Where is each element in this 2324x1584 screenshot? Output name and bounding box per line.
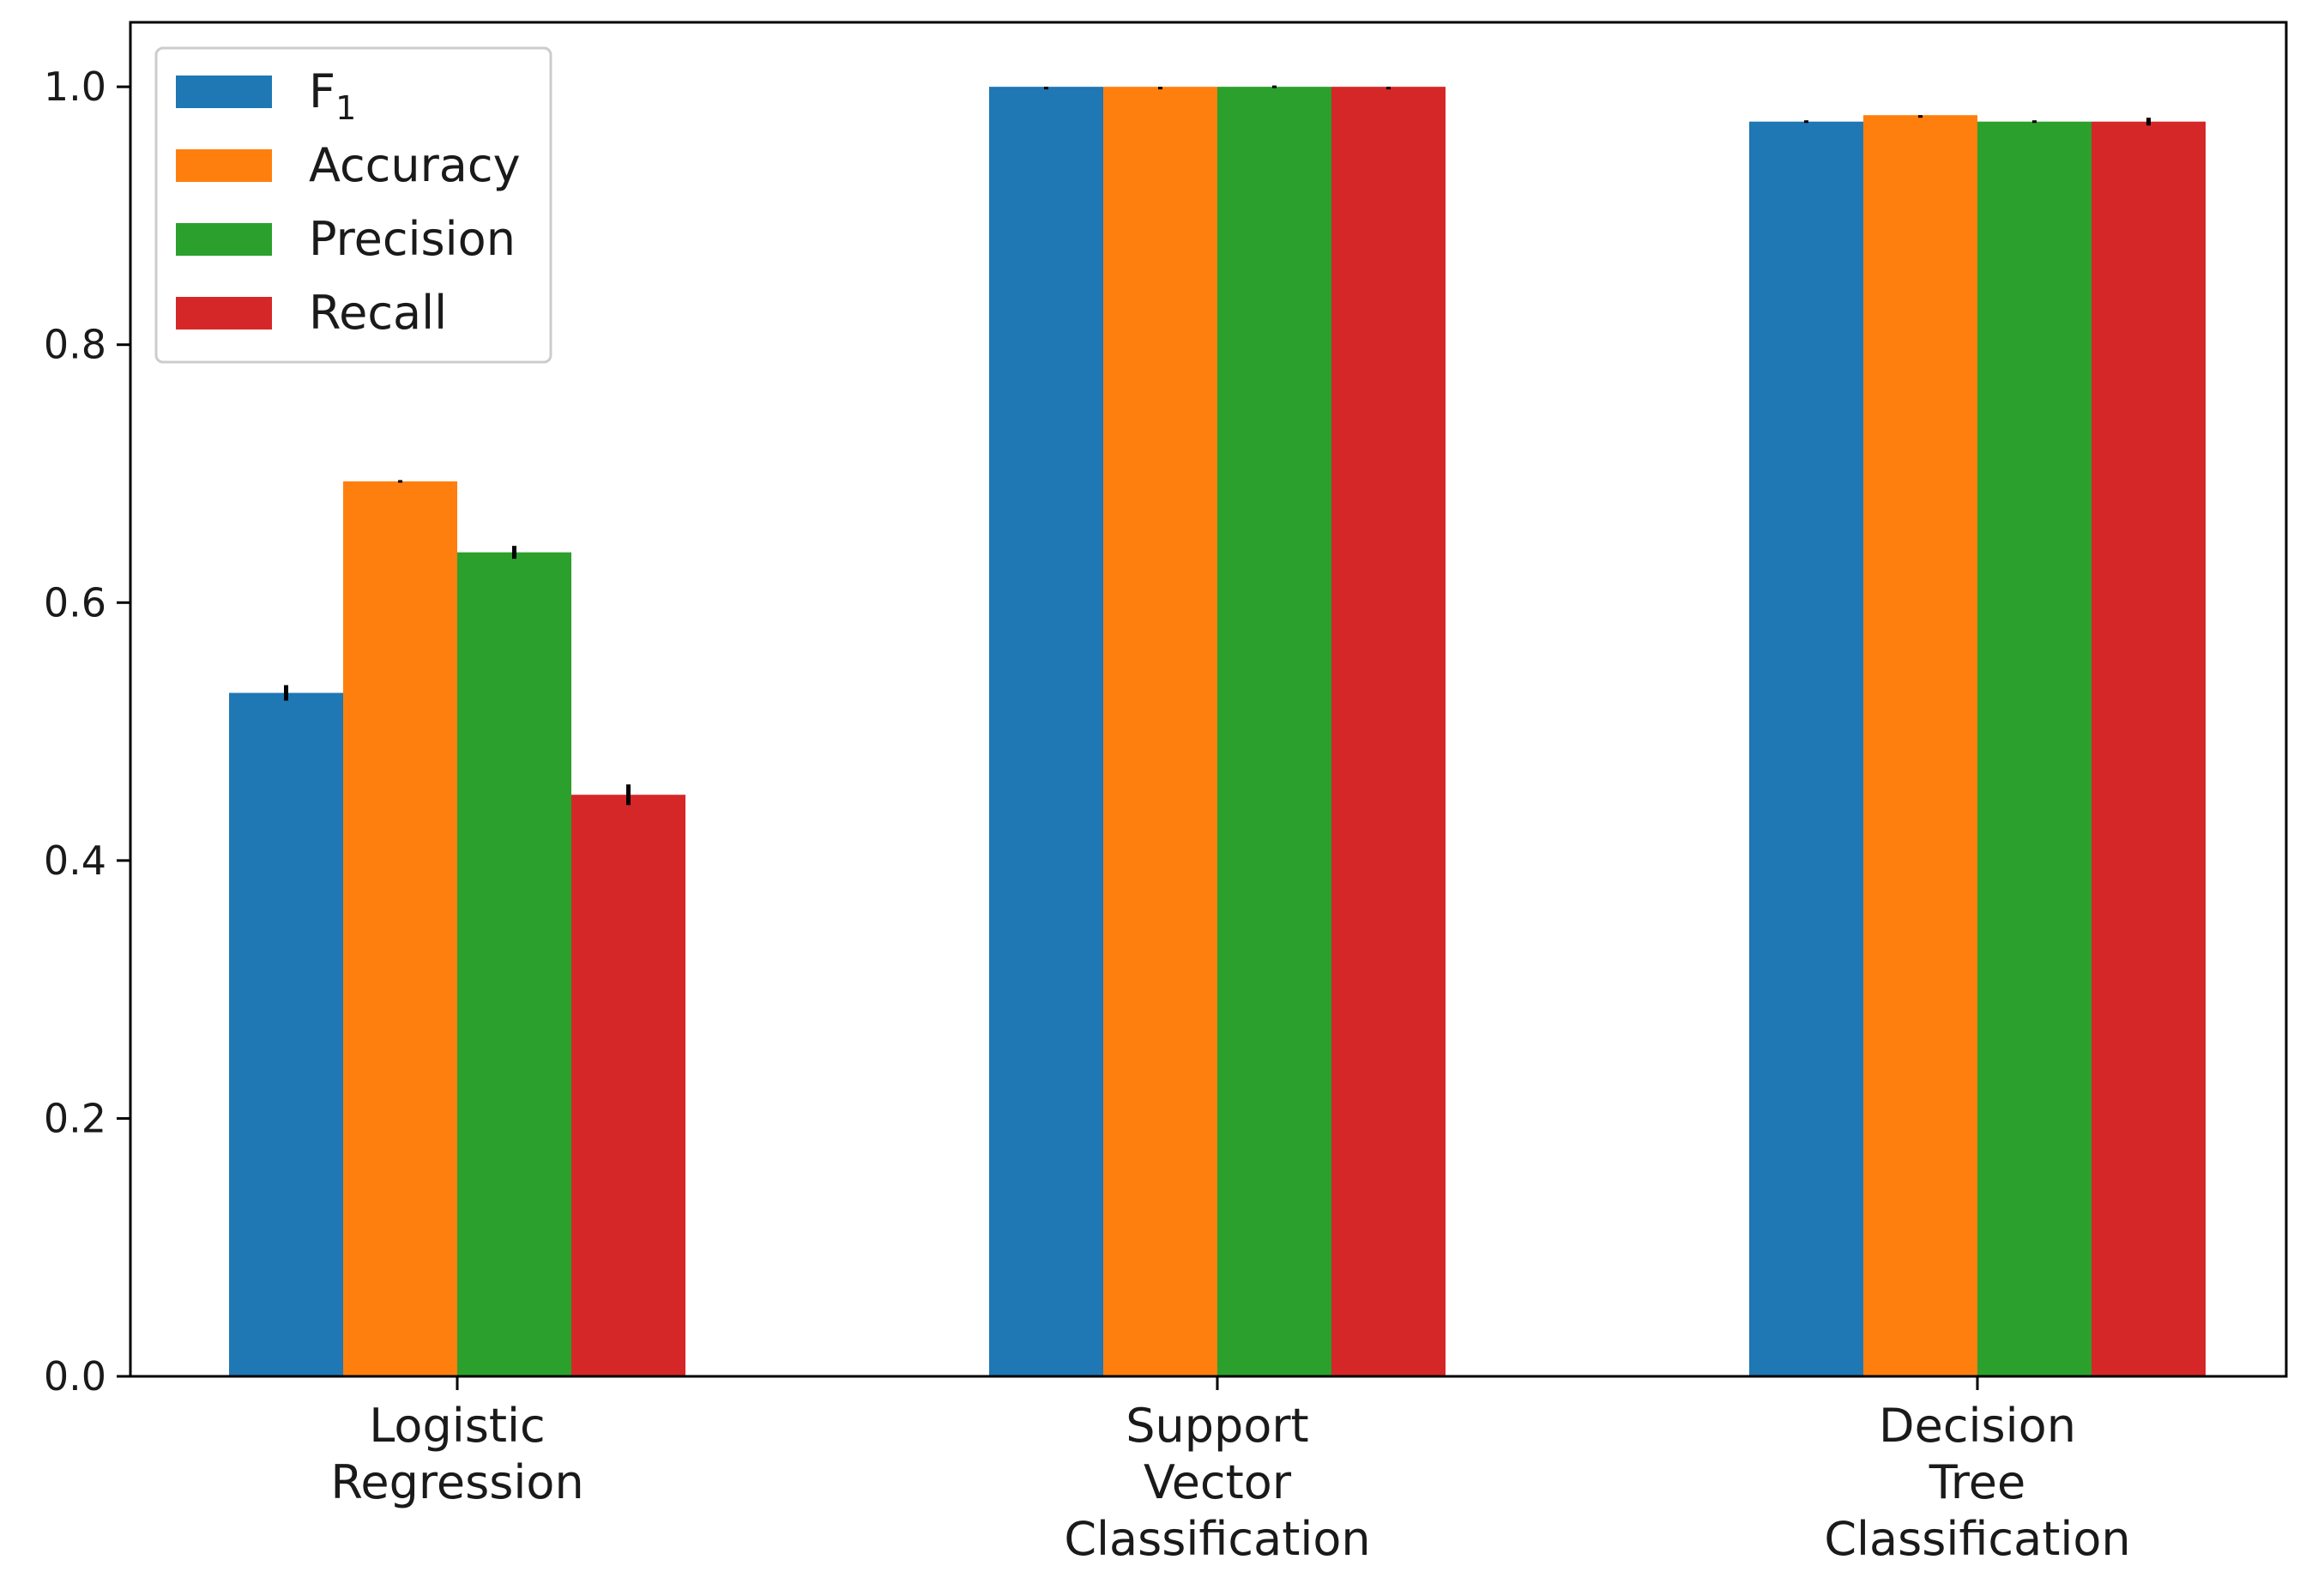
bars-layer <box>229 87 2206 1377</box>
bar-f-1 <box>989 87 1103 1377</box>
legend-label-recall: Recall <box>309 286 447 340</box>
y-tick-label: 1.0 <box>44 63 106 110</box>
bar-recall-2 <box>2092 121 2206 1377</box>
legend-swatch-f <box>176 76 272 108</box>
bar-f-2 <box>1749 121 1863 1377</box>
x-category-label: Logistic Regression <box>330 1399 583 1509</box>
bar-accuracy-0 <box>343 481 457 1377</box>
bar-precision-2 <box>1977 121 2092 1377</box>
bar-recall-1 <box>1331 87 1446 1377</box>
bar-accuracy-1 <box>1103 87 1217 1377</box>
bar-precision-1 <box>1217 87 1331 1377</box>
legend-swatch-precision <box>176 223 272 256</box>
x-category-label: Decision Tree Classification <box>1824 1399 2130 1566</box>
bar-f-0 <box>229 692 343 1376</box>
bar-accuracy-2 <box>1863 115 1977 1377</box>
legend-frame <box>154 46 552 364</box>
bar-recall-0 <box>571 795 685 1376</box>
legend-label-f: F1 <box>309 64 356 127</box>
legend-swatch-accuracy <box>176 149 272 182</box>
x-axis: Logistic Regression Support Vector Classific… <box>330 1376 2131 1566</box>
y-axis: 0.0 0.2 0.4 0.6 0.8 1.0 <box>44 63 130 1400</box>
legend: F1 Accuracy Precision Recall <box>154 46 552 364</box>
y-tick-label: 0.8 <box>44 322 106 368</box>
y-tick-label: 0.6 <box>44 579 106 626</box>
errorbars-layer <box>284 85 2151 806</box>
y-tick-label: 0.4 <box>44 837 106 884</box>
legend-swatch-recall <box>176 297 272 329</box>
y-tick-label: 0.0 <box>44 1353 106 1400</box>
legend-label-precision: Precision <box>309 212 516 266</box>
bar-precision-0 <box>457 552 571 1376</box>
y-tick-label: 0.2 <box>44 1095 106 1141</box>
legend-label-accuracy: Accuracy <box>309 138 521 192</box>
x-category-label: Support Vector Classification <box>1064 1399 1370 1566</box>
plot-frame <box>129 21 2288 1378</box>
